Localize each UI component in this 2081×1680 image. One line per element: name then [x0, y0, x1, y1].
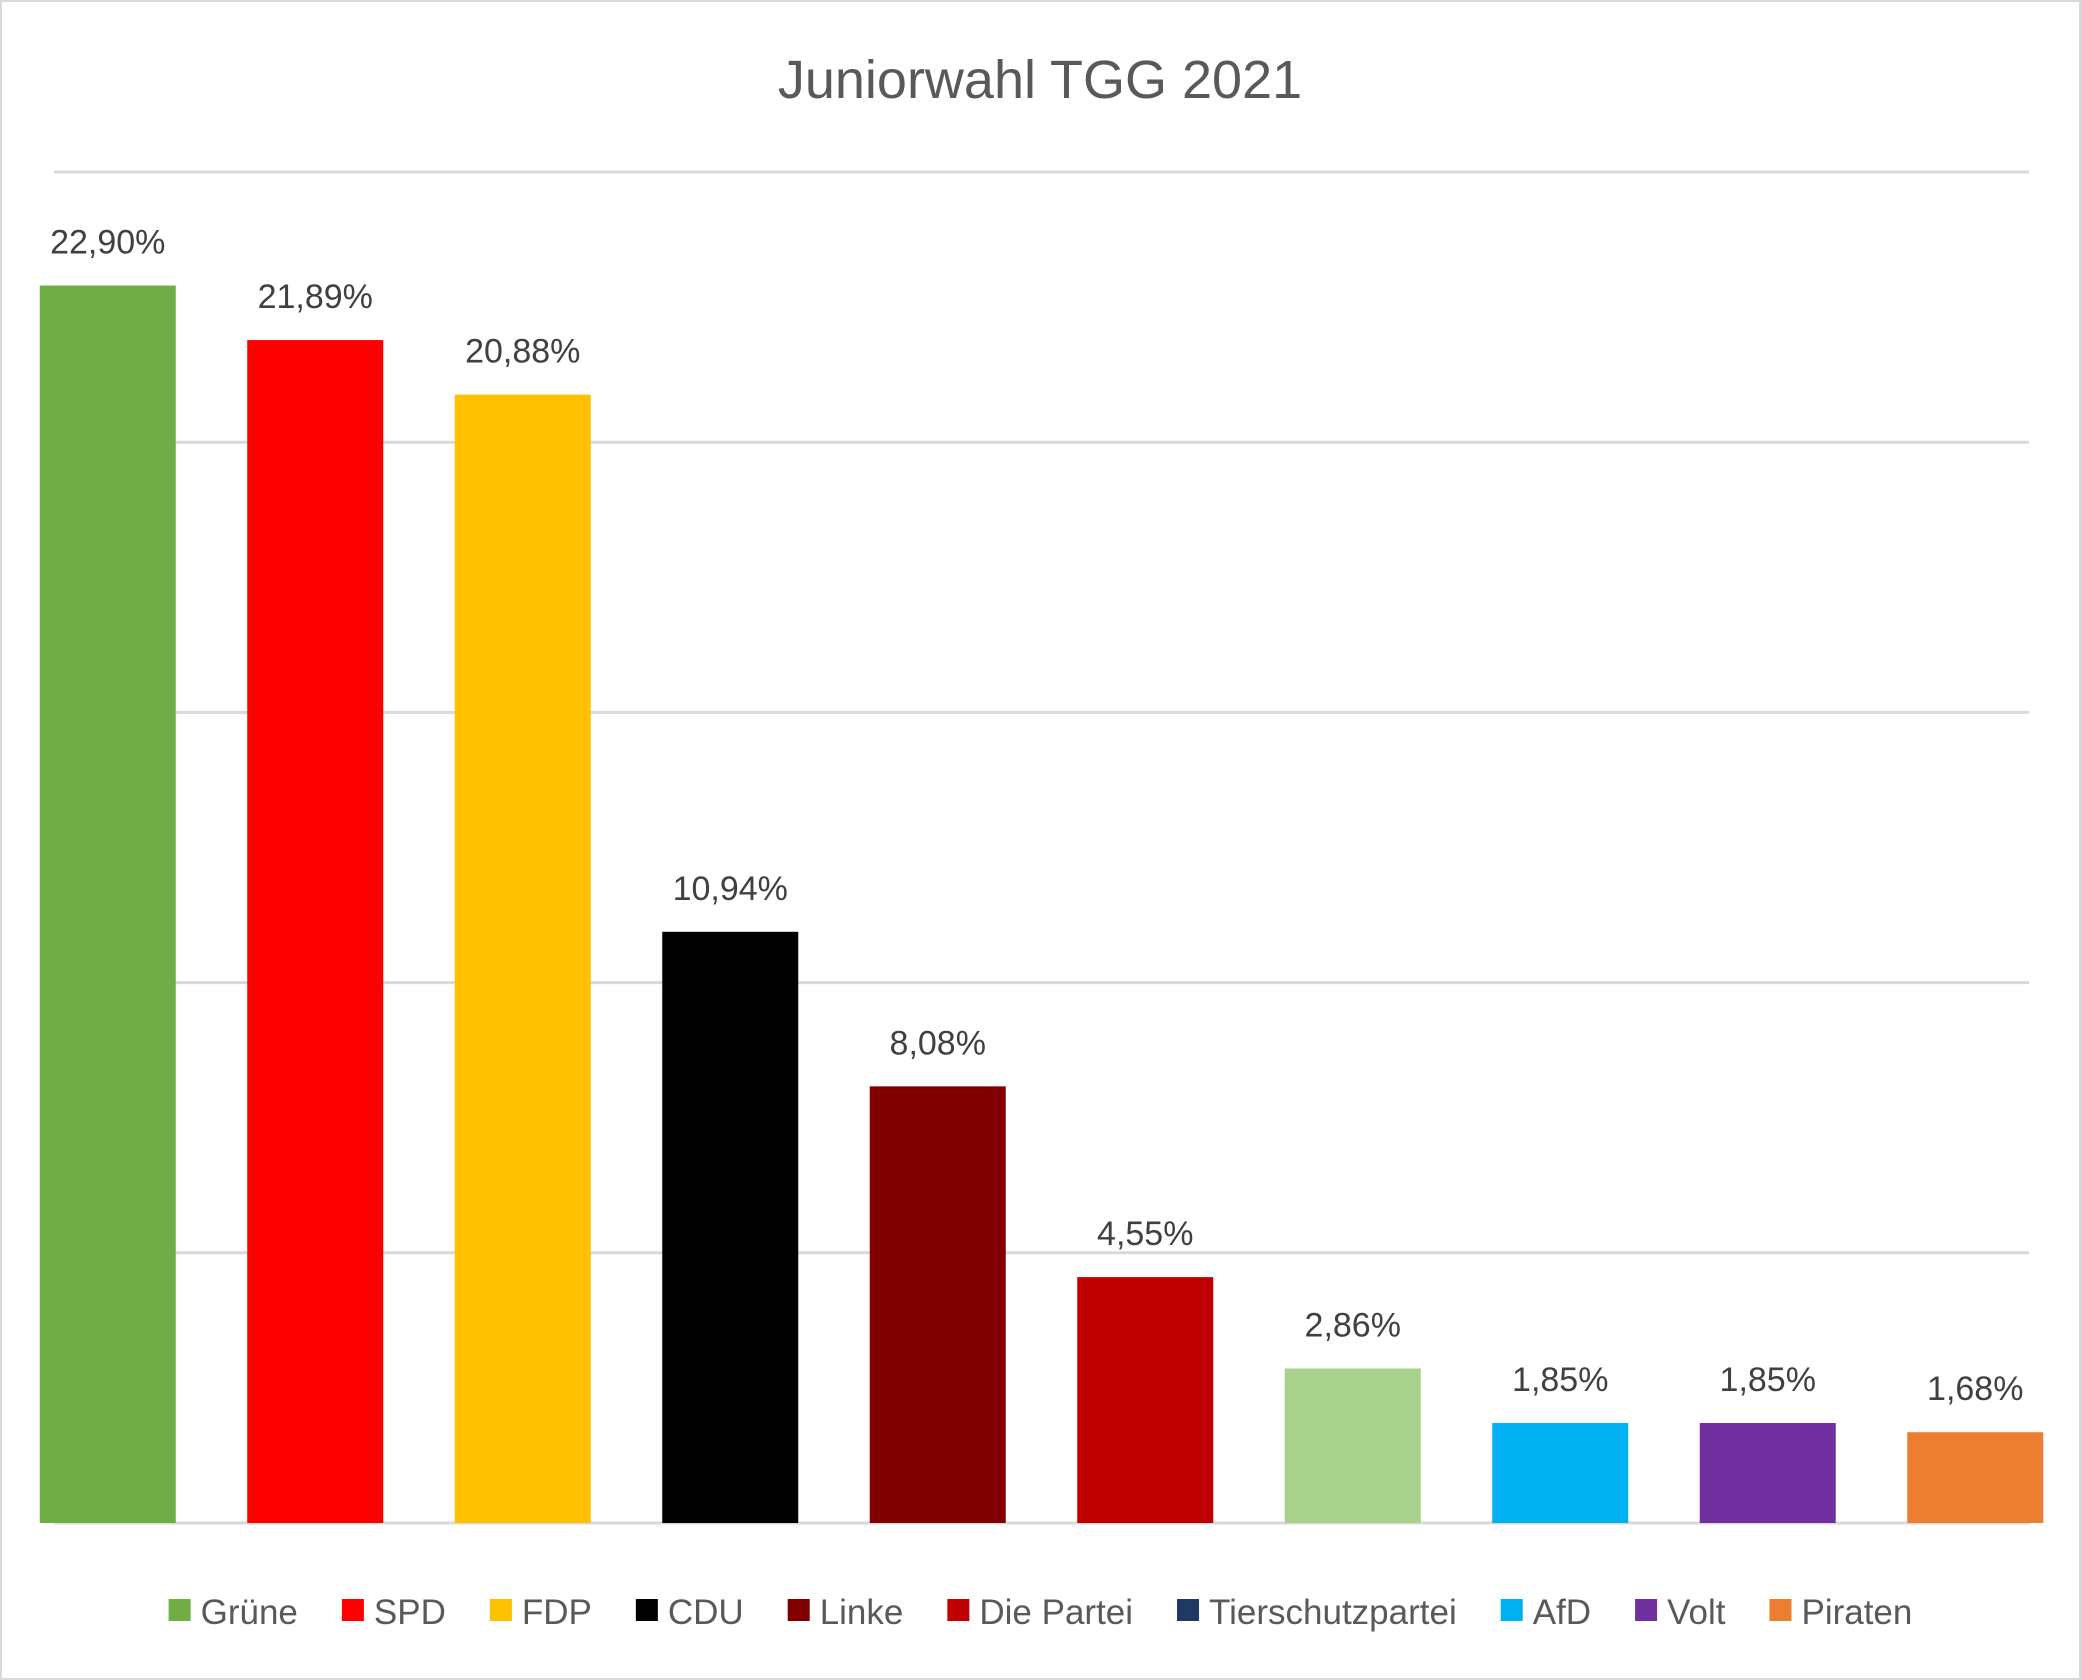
- legend-label: Linke: [820, 1593, 904, 1632]
- legend-item-linke: Linke: [787, 1593, 904, 1632]
- legend-item-cdu: CDU: [635, 1593, 744, 1632]
- legend-label: AfD: [1533, 1593, 1591, 1632]
- legend-swatch: [1635, 1599, 1658, 1621]
- legend-swatch: [168, 1599, 191, 1621]
- legend-item-afd: AfD: [1500, 1593, 1591, 1632]
- data-label: 8,08%: [890, 1024, 986, 1062]
- bars: [39, 285, 2044, 1524]
- legend-label: Volt: [1667, 1593, 1726, 1632]
- legend-item-piraten: Piraten: [1769, 1593, 1912, 1632]
- data-label: 1,85%: [1512, 1361, 1608, 1399]
- data-label: 10,94%: [673, 870, 788, 908]
- legend-item-die-partei: Die Partei: [947, 1593, 1133, 1632]
- data-label: 2,86%: [1305, 1306, 1401, 1344]
- bar-tierschutzpartei: [1284, 1368, 1421, 1523]
- bar-piraten: [1907, 1432, 2044, 1523]
- bar-die-partei: [1077, 1277, 1214, 1523]
- bar-cdu: [662, 931, 799, 1523]
- data-label: 4,55%: [1097, 1215, 1193, 1253]
- bar-linke: [869, 1086, 1006, 1523]
- legend-item-grüne: Grüne: [168, 1593, 298, 1632]
- bar-spd: [247, 340, 384, 1523]
- data-label: 1,68%: [1927, 1370, 2023, 1408]
- legend-swatch: [947, 1599, 970, 1621]
- bar-grüne: [39, 285, 176, 1523]
- legend-swatch: [1500, 1599, 1523, 1621]
- data-label: 20,88%: [465, 333, 580, 371]
- legend-swatch: [1769, 1599, 1792, 1621]
- bar-volt: [1699, 1423, 1836, 1523]
- legend-label: Die Partei: [979, 1593, 1133, 1632]
- data-label: 21,89%: [258, 278, 373, 316]
- legend-label: CDU: [668, 1593, 744, 1632]
- legend-label: Piraten: [1801, 1593, 1912, 1632]
- legend-swatch: [341, 1599, 364, 1621]
- legend-swatch: [1177, 1599, 1200, 1621]
- bar-fdp: [454, 394, 591, 1524]
- data-label: 1,85%: [1720, 1361, 1816, 1399]
- legend-label: Grüne: [201, 1593, 298, 1632]
- data-labels: 22,90% 21,89% 20,88% 10,94% 8,08% 4,55% 2,86% 1…: [50, 223, 2023, 1408]
- data-label: 22,90%: [50, 223, 165, 261]
- chart-title: Juniorwahl TGG 2021: [778, 50, 1302, 110]
- legend-swatch: [635, 1599, 658, 1621]
- legend-item-fdp: FDP: [489, 1593, 592, 1632]
- legend-label: FDP: [522, 1593, 592, 1632]
- legend-label: SPD: [374, 1593, 446, 1632]
- legend-swatch: [787, 1599, 810, 1621]
- legend-swatch: [489, 1599, 512, 1621]
- bar-afd: [1492, 1423, 1629, 1523]
- legend-item-tierschutzpartei: Tierschutzpartei: [1177, 1593, 1457, 1632]
- legend: Grüne SPD FDP CDU Linke Die Partei Tierschutzp…: [168, 1593, 1912, 1632]
- legend-item-spd: SPD: [341, 1593, 446, 1632]
- legend-item-volt: Volt: [1635, 1593, 1726, 1632]
- legend-label: Tierschutzpartei: [1209, 1593, 1457, 1632]
